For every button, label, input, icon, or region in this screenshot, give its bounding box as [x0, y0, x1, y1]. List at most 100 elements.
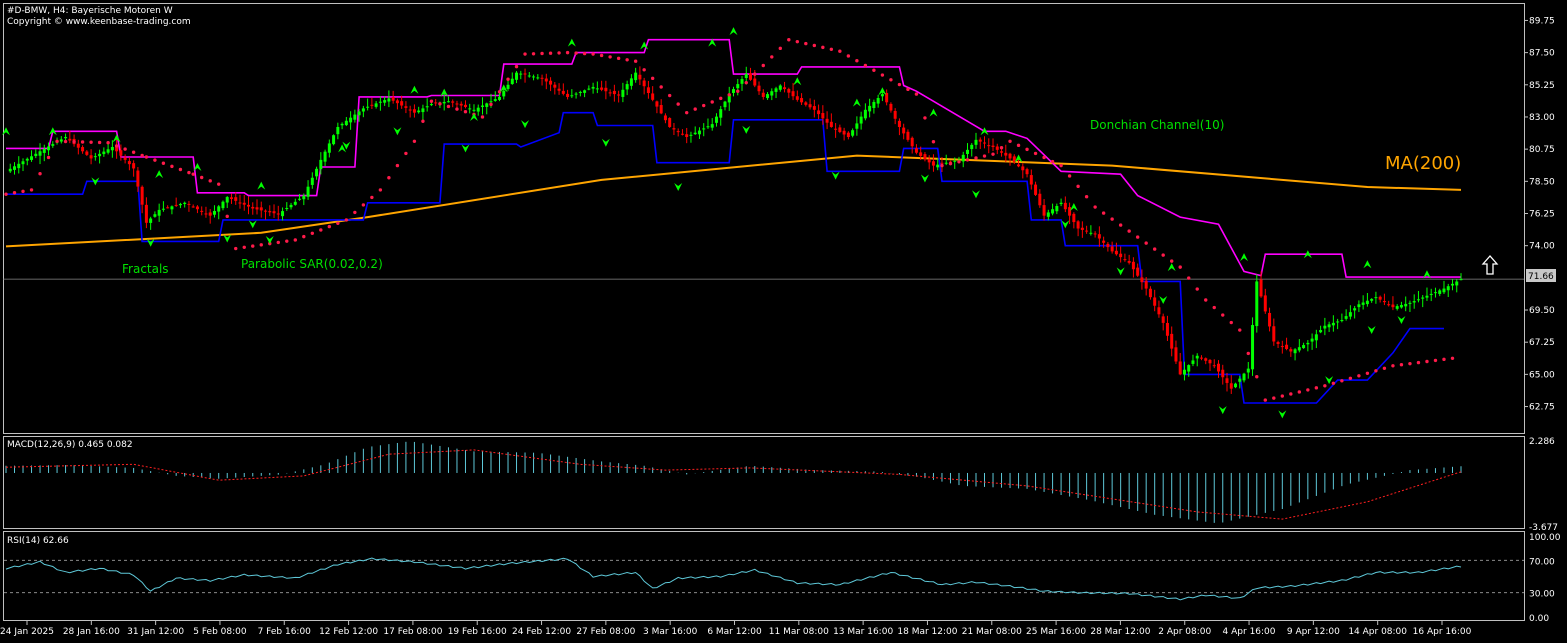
- candle-body: [1327, 324, 1331, 328]
- candle-body: [463, 104, 467, 107]
- candle-body: [931, 161, 935, 166]
- candle-body: [1140, 277, 1144, 283]
- candle-body: [940, 162, 944, 164]
- candle-body: [17, 163, 21, 169]
- candle-body: [1110, 246, 1114, 252]
- candle-body: [1306, 342, 1310, 345]
- sar-dot: [804, 41, 808, 46]
- fractal-up-marker: [1422, 270, 1431, 279]
- candle-body: [800, 98, 804, 103]
- candle-body: [1165, 322, 1169, 336]
- fractal-down-marker: [1159, 296, 1168, 305]
- candle-body: [391, 97, 395, 101]
- candle-body: [229, 197, 233, 199]
- candle-body: [1421, 297, 1425, 299]
- candle-body: [434, 102, 438, 104]
- rsi-tick-label: 0.00: [1529, 614, 1549, 624]
- fractal-up-marker: [1167, 263, 1176, 272]
- time-tick-label: 4 Apr 16:00: [1223, 627, 1276, 637]
- candle-body: [676, 131, 680, 133]
- candle-body: [166, 207, 170, 209]
- sar-dot: [395, 163, 400, 168]
- candle-body: [859, 116, 863, 124]
- candle-body: [885, 92, 889, 103]
- sar-dot: [429, 99, 434, 103]
- candle-body: [136, 170, 140, 187]
- sar-dot: [191, 172, 195, 176]
- candle-body: [536, 77, 540, 79]
- candle-body: [64, 136, 68, 139]
- sar-dot: [889, 78, 893, 82]
- time-tick-label: 12 Feb 12:00: [319, 627, 378, 637]
- time-tick-label: 6 Mar 12:00: [707, 627, 762, 637]
- candle-body: [1080, 227, 1084, 230]
- candle-body: [1263, 295, 1267, 312]
- candle-body: [102, 151, 106, 155]
- candle-body: [714, 116, 718, 123]
- candle-body: [374, 103, 378, 107]
- candle-body: [149, 218, 153, 223]
- candle-body: [561, 90, 565, 94]
- sar-dot: [480, 115, 485, 119]
- fractal-up-marker: [980, 127, 989, 136]
- sar-dot: [1450, 356, 1455, 360]
- candle-body: [1353, 308, 1357, 311]
- symbol-title: #D-BMW, H4: Bayerische Motoren W: [7, 6, 173, 16]
- ma200-line: [5, 154, 1462, 248]
- candle-body: [1331, 322, 1335, 326]
- sar-dot: [259, 243, 263, 247]
- candle-body: [634, 72, 638, 81]
- candle-body: [1029, 175, 1033, 185]
- candle-body: [1319, 330, 1323, 333]
- candle-body: [370, 104, 374, 106]
- time-tick-label: 31 Jan 12:00: [127, 627, 184, 637]
- candle-body: [1068, 207, 1072, 216]
- rsi-tick-label: 100.00: [1529, 533, 1561, 543]
- sar-dot: [812, 43, 817, 48]
- candle-body: [1268, 312, 1272, 327]
- sar-dot: [642, 68, 646, 72]
- sar-dot: [140, 153, 144, 158]
- candle-body: [157, 209, 161, 216]
- sar-dot: [523, 52, 527, 56]
- sar-dot: [438, 102, 442, 106]
- sar-dot: [21, 189, 25, 194]
- sar-dot: [46, 155, 51, 160]
- sar-dot: [1033, 151, 1038, 156]
- fractal-up-marker: [567, 38, 576, 47]
- sar-dot: [557, 51, 561, 55]
- candle-body: [863, 109, 867, 119]
- sar-dot: [676, 102, 680, 106]
- time-tick-label: 3 Mar 16:00: [643, 627, 698, 637]
- sar-dot: [957, 160, 961, 164]
- candle-body: [914, 148, 918, 153]
- sar-dot: [616, 56, 621, 61]
- candle-body: [702, 128, 706, 130]
- candle-body: [366, 106, 370, 108]
- candle-body: [93, 156, 97, 158]
- sar-dot: [565, 50, 570, 55]
- candle-body: [1212, 365, 1216, 367]
- sar-dot: [29, 188, 34, 192]
- sar-dot: [863, 63, 868, 68]
- candle-body: [1025, 169, 1029, 175]
- sar-dot: [446, 104, 451, 109]
- candle-body: [995, 146, 999, 150]
- price-tick-label: 89.75: [1529, 16, 1555, 26]
- candle-body: [1412, 301, 1416, 303]
- candle-body: [795, 96, 799, 100]
- candle-body: [302, 195, 306, 200]
- candle-body: [485, 103, 489, 107]
- candle-body: [736, 84, 740, 89]
- fractal-up-marker: [1303, 250, 1312, 259]
- sar-dot: [1280, 394, 1285, 398]
- sar-dot: [1144, 241, 1148, 245]
- time-tick-label: 17 Feb 08:00: [383, 627, 442, 637]
- macd-pane-frame: [3, 436, 1525, 529]
- time-tick-label: 14 Apr 08:00: [1348, 627, 1407, 637]
- candle-body: [281, 211, 285, 217]
- candle-body: [557, 88, 561, 91]
- sar-dot: [144, 155, 149, 159]
- candle-body: [234, 197, 238, 201]
- sar-dot: [1212, 305, 1216, 310]
